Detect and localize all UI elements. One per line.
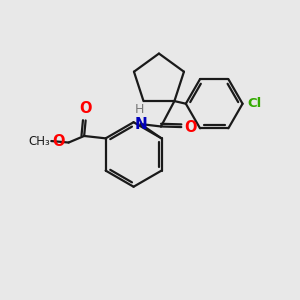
Text: CH₃: CH₃: [28, 134, 50, 148]
Text: Cl: Cl: [247, 97, 261, 110]
Text: H: H: [134, 103, 144, 116]
Text: N: N: [134, 117, 147, 132]
Text: O: O: [52, 134, 65, 149]
Text: O: O: [184, 120, 197, 135]
Text: O: O: [80, 101, 92, 116]
